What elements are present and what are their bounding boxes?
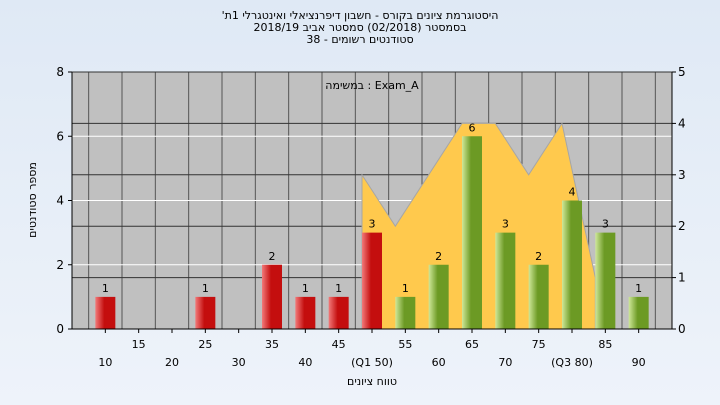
bar-10 (95, 296, 116, 329)
chart-title-line-2: בסמסטר (02/2018) סמסטר אביב 2018/19 (253, 21, 467, 34)
bar-label-40: 1 (302, 282, 309, 295)
x-tick-label: 30 (232, 356, 246, 369)
x-tick-label: 55 (398, 338, 412, 351)
bar-90 (628, 296, 649, 329)
x-tick-label: (Q1 50) (351, 356, 393, 369)
bar-label-65: 6 (469, 121, 476, 134)
bar-40 (295, 296, 316, 329)
x-tick-label: 35 (265, 338, 279, 351)
x-tick-label: 40 (298, 356, 312, 369)
x-tick-label: 85 (598, 338, 612, 351)
x-tick-label: 15 (132, 338, 146, 351)
y2-tick-label: 4 (678, 116, 686, 130)
bar-label-70: 3 (502, 218, 509, 231)
bar-data-labels: 1 1 2 1 1 3 1 2 6 3 2 4 3 1 (102, 121, 642, 295)
x-axis-title: טווח ציונים (347, 375, 397, 388)
y-tick-label: 2 (56, 258, 64, 272)
y-tick-label: 4 (56, 194, 64, 208)
bar-85 (595, 232, 616, 329)
bar-label-90: 1 (635, 282, 642, 295)
bar-label-60: 2 (435, 250, 442, 263)
y-tick-label: 0 (56, 322, 64, 336)
bar-label-55: 1 (402, 282, 409, 295)
y2-tick-label: 5 (678, 65, 686, 79)
x-tick-label: 45 (332, 338, 346, 351)
x-tick-label: 10 (98, 356, 112, 369)
bar-75 (528, 264, 549, 329)
bar-label-80: 4 (569, 186, 576, 199)
x-tick-label: 75 (532, 338, 546, 351)
y-tick-label: 8 (56, 65, 64, 79)
x-tick-label: 20 (165, 356, 179, 369)
y-axis-title: מספר סטודנטים (26, 162, 39, 238)
bar-70 (495, 232, 516, 329)
chart-title-line-1: היסטוגרמת ציונים בקורס - חשבון דיפרנציאל… (221, 9, 499, 22)
x-tick-label: 90 (632, 356, 646, 369)
plot-annotation: במשימה : Exam_A (325, 79, 419, 92)
bar-label-35: 2 (269, 250, 276, 263)
y2-tick-label: 2 (678, 219, 686, 233)
bar-label-25: 1 (202, 282, 209, 295)
y-tick-label: 6 (56, 129, 64, 143)
bar-60 (428, 264, 449, 329)
y2-tick-label: 1 (678, 271, 686, 285)
bar-label-45: 1 (335, 282, 342, 295)
bar-label-50: 3 (369, 218, 376, 231)
y2-tick-label: 3 (678, 168, 686, 182)
bar-35 (262, 264, 282, 329)
bar-65 (462, 136, 482, 329)
x-tick-label: 60 (432, 356, 446, 369)
x-tick-label: 65 (465, 338, 479, 351)
chart-title-line-3: סטודנטים רשומים - 38 (306, 33, 414, 46)
bar-label-75: 2 (535, 250, 542, 263)
bar-label-85: 3 (602, 218, 609, 231)
x-tick-label: 25 (198, 338, 212, 351)
bar-50 (362, 232, 382, 329)
x-tick-label: (Q3 80) (551, 356, 593, 369)
x-tick-label: 70 (498, 356, 512, 369)
bar-45 (328, 296, 349, 329)
bar-55 (395, 296, 416, 329)
bar-series (95, 136, 649, 329)
bar-25 (195, 296, 216, 329)
y2-tick-label: 0 (678, 322, 686, 336)
bar-80 (562, 200, 582, 329)
bar-label-10: 1 (102, 282, 109, 295)
